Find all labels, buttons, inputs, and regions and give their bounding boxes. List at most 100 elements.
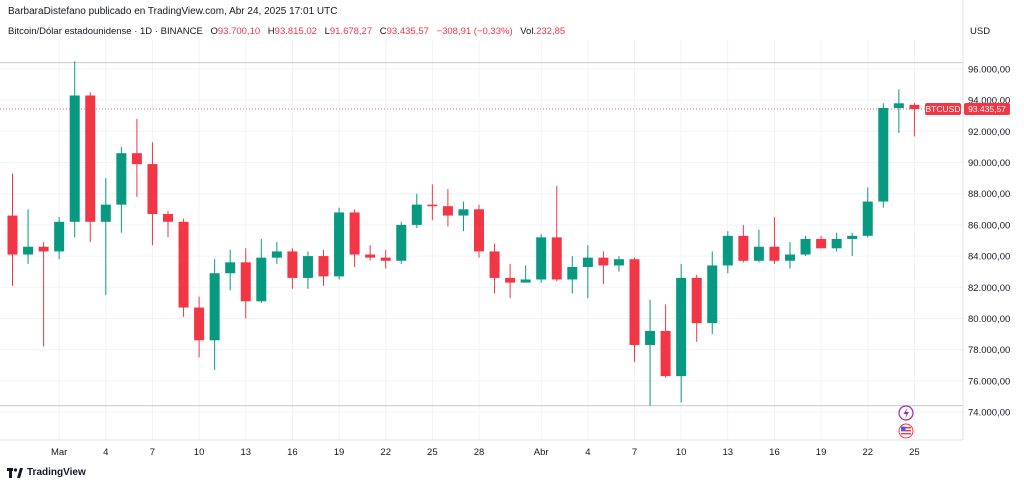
candle-body: [271, 251, 282, 258]
candle-body: [738, 235, 749, 261]
candle: [147, 142, 158, 246]
time-tick-label: 10: [676, 447, 687, 458]
time-tick-label: 22: [380, 447, 391, 458]
candle-body: [349, 212, 360, 255]
time-tick-label: Abr: [534, 447, 549, 458]
candle: [442, 189, 453, 227]
candle: [163, 210, 173, 238]
lightning-icon[interactable]: [898, 405, 914, 421]
price-tick-label: 84.000,00: [968, 252, 1010, 263]
candle: [256, 238, 267, 303]
volume-label: Vol.: [520, 26, 537, 37]
close-value: 93.435,57: [386, 26, 429, 37]
horizontal-lines: [0, 62, 963, 407]
candle: [551, 185, 562, 282]
candle: [54, 217, 65, 260]
symbol-tag-bg: [925, 103, 961, 115]
us-flag-icon[interactable]: [898, 423, 914, 439]
candle: [100, 178, 111, 296]
candle: [116, 146, 127, 233]
candle: [831, 232, 842, 252]
candle-body: [707, 265, 718, 324]
candle-body: [334, 212, 345, 277]
candle-body: [318, 256, 329, 277]
candle-body: [256, 257, 267, 302]
price-tick-label: 80.000,00: [968, 314, 1010, 325]
candle-body: [660, 330, 671, 377]
low-value: 91.678,27: [329, 26, 373, 37]
candle-body: [178, 221, 189, 308]
candle-body: [85, 95, 96, 222]
high-label: H: [267, 26, 275, 37]
candle-body: [240, 262, 251, 302]
tradingview-logo[interactable]: TradingView: [7, 467, 86, 478]
candle-body: [878, 107, 889, 202]
candle: [396, 221, 407, 264]
candle: [800, 235, 811, 257]
symbol-tag: BTCUSD: [926, 104, 961, 114]
time-tick-label: 10: [194, 447, 205, 458]
candle: [318, 249, 329, 286]
candle: [520, 265, 531, 283]
candle: [427, 184, 438, 221]
candle: [893, 89, 904, 133]
candle-body: [396, 224, 407, 261]
candle-body: [442, 206, 453, 216]
time-tick-label: 16: [287, 447, 298, 458]
time-axis[interactable]: Mar 4 7 10 13 16 19 22 25 28 Abr 4 7 10 13 16 19 22 25: [51, 447, 920, 458]
tradingview-brand: TradingView: [27, 467, 86, 478]
candle-body: [582, 257, 593, 268]
time-tick-label: 16: [769, 447, 780, 458]
candle-body: [287, 251, 298, 278]
candle: [240, 248, 251, 319]
candle-body: [800, 238, 811, 255]
candle: [660, 304, 671, 378]
time-tick-label: 22: [862, 447, 873, 458]
candle: [505, 263, 516, 299]
candle: [691, 274, 702, 342]
price-tick-label: 78.000,00: [968, 345, 1010, 356]
candle: [738, 224, 749, 263]
candle: [753, 229, 764, 263]
time-tick-label: 28: [474, 447, 485, 458]
close-label: C: [379, 26, 387, 37]
candle: [209, 259, 220, 370]
time-tick-label: 19: [334, 447, 345, 458]
symbol-title: Bitcoin/Dólar estadounidense · 1D · BINA…: [8, 26, 203, 37]
candle-body: [7, 215, 18, 255]
time-tick-label: 25: [909, 447, 920, 458]
candle-body: [147, 164, 158, 214]
candle-body: [520, 279, 531, 283]
candle-body: [645, 330, 656, 345]
candle-body: [163, 213, 173, 222]
candle-body: [209, 273, 220, 341]
candle-body: [862, 201, 873, 236]
candle-body: [847, 235, 858, 239]
last-price-tag: 93.435,57: [968, 104, 1006, 114]
price-axis[interactable]: 74.000,00 76.000,00 78.000,00 80.000,00 82.0…: [968, 65, 1010, 419]
candle: [69, 61, 80, 238]
candle-body: [722, 235, 733, 266]
candle-body: [427, 204, 438, 207]
candle: [878, 103, 889, 208]
candle-body: [302, 256, 313, 278]
candle: [909, 103, 920, 137]
candle-body: [489, 251, 500, 278]
high-value: 93.815,02: [274, 26, 317, 37]
candle-body: [909, 104, 920, 109]
candle-body: [69, 95, 80, 222]
candle-body: [816, 238, 827, 249]
candle: [38, 242, 49, 347]
candle: [411, 193, 422, 229]
time-tick-label: 13: [723, 447, 734, 458]
candle: [131, 118, 142, 197]
volume-value: 232,85: [536, 26, 566, 37]
candle: [271, 242, 282, 264]
candles: [7, 61, 920, 406]
candle-body: [474, 209, 484, 252]
price-tick-label: 76.000,00: [968, 376, 1010, 387]
candle: [847, 232, 858, 257]
currency-label[interactable]: USD: [970, 26, 991, 37]
candle: [582, 245, 593, 299]
